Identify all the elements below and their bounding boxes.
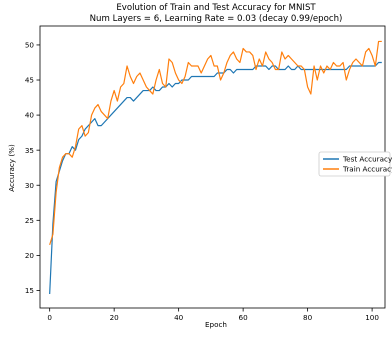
y-tick-label: 20 [25,251,35,260]
y-tick-label: 50 [25,41,35,50]
plot-area: 0 20 40 60 80 100 15 20 25 30 35 40 45 50 [25,25,386,322]
legend-box [318,151,391,177]
series-layer [49,40,382,294]
series-line-test-accuracy [49,61,382,294]
y-axis-label: Accuracy (%) [7,144,16,192]
chart-title: Evolution of Train and Test Accuracy for… [116,3,316,13]
y-tick-label: 40 [25,111,35,120]
x-tick-label: 100 [365,313,379,322]
y-tick-label: 45 [25,76,34,85]
x-tick-label: 20 [110,313,120,322]
legend: Test Accuracy Train Accuracy [318,151,392,177]
y-tick-label: 30 [25,181,35,190]
y-tick-label: 15 [25,286,34,295]
legend-label-train: Train Accuracy [342,165,392,174]
y-tick-label: 25 [25,216,34,225]
x-axis: 0 20 40 60 80 100 [47,308,379,322]
y-tick-label: 35 [25,146,34,155]
x-axis-label: Epoch [205,320,227,329]
x-tick-label: 80 [303,313,313,322]
legend-label-test: Test Accuracy [342,155,392,164]
series-line-train-accuracy [49,40,382,246]
x-tick-label: 0 [47,313,52,322]
chart-subtitle: Num Layers = 6, Learning Rate = 0.03 (de… [90,14,343,24]
x-tick-label: 40 [174,313,184,322]
y-axis: 15 20 25 30 35 40 45 50 [25,41,40,295]
x-tick-label: 60 [239,313,249,322]
